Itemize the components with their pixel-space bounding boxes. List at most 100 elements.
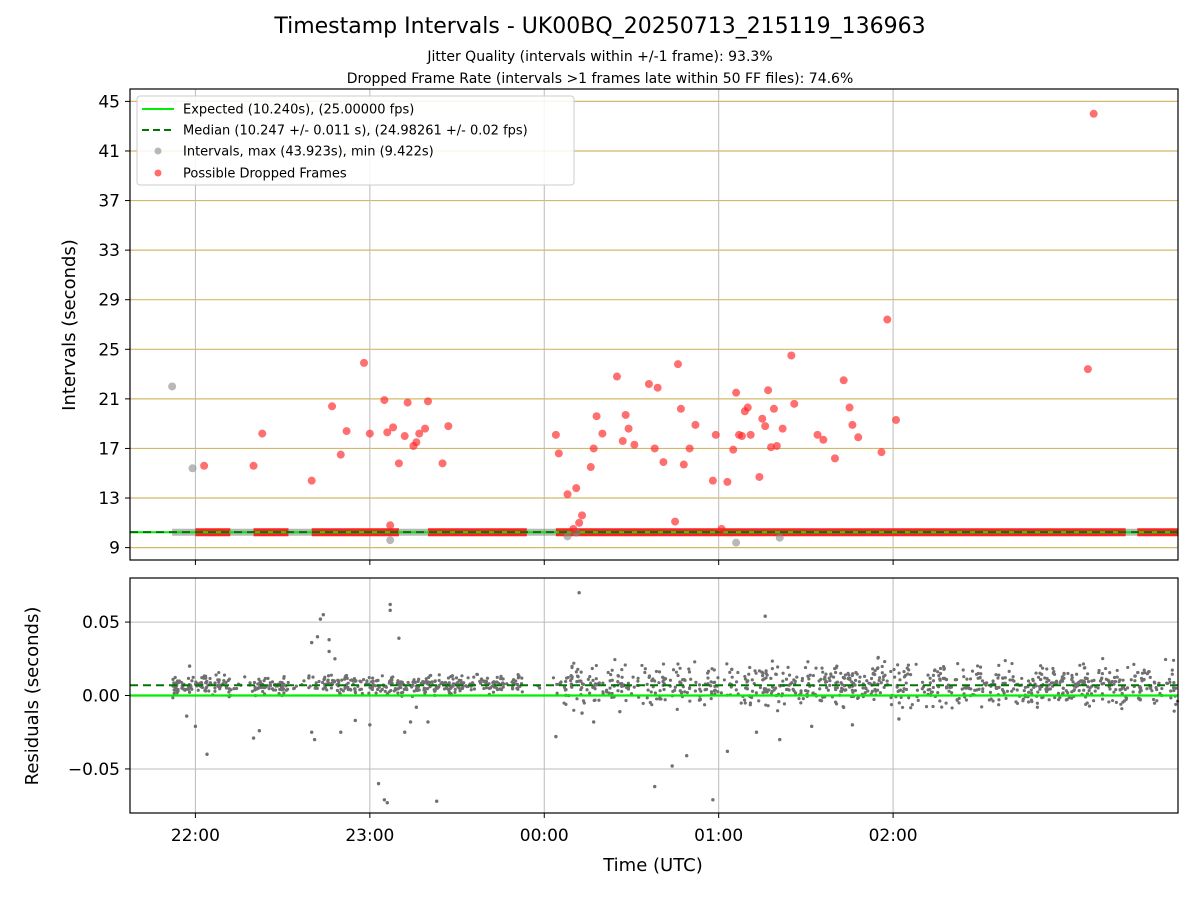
residual-point xyxy=(985,681,989,685)
interval-point xyxy=(732,538,741,547)
residual-point xyxy=(208,676,212,681)
residual-point xyxy=(1169,689,1173,693)
residual-point xyxy=(1172,688,1176,693)
residual-point xyxy=(607,691,611,695)
residual-point xyxy=(1155,699,1159,703)
residual-point xyxy=(1163,657,1168,662)
residual-point xyxy=(592,698,596,703)
residual-point xyxy=(1136,670,1140,675)
residual-point xyxy=(853,688,858,693)
residual-point xyxy=(915,688,920,692)
residual-point xyxy=(979,672,983,676)
residual-point xyxy=(485,676,490,680)
residual-point xyxy=(564,687,568,692)
residual-point xyxy=(649,690,653,694)
residual-point xyxy=(863,691,867,695)
x-tick-label: 22:00 xyxy=(171,826,220,846)
residual-point xyxy=(693,689,698,693)
residual-outlier-point xyxy=(426,720,430,724)
residual-point xyxy=(814,666,818,670)
residual-point xyxy=(653,679,657,683)
residual-point xyxy=(1002,691,1006,695)
residual-point xyxy=(1034,671,1038,675)
residual-point xyxy=(412,678,416,682)
residual-point xyxy=(769,676,773,681)
residual-point xyxy=(1004,696,1008,700)
residual-point xyxy=(262,679,266,683)
residual-point xyxy=(389,676,394,680)
residual-point xyxy=(1123,687,1127,692)
residual-point xyxy=(266,676,270,681)
residual-point xyxy=(538,686,542,690)
residual-point xyxy=(449,684,453,688)
residual-point xyxy=(412,689,416,693)
residual-point xyxy=(938,699,942,703)
residual-point xyxy=(843,688,847,692)
residual-point xyxy=(689,677,693,681)
residual-point xyxy=(981,689,985,694)
residual-point xyxy=(261,689,265,694)
residual-point xyxy=(213,689,217,693)
residual-point xyxy=(961,668,965,672)
residual-point xyxy=(1041,666,1045,670)
residual-point xyxy=(654,697,659,701)
residual-point xyxy=(204,676,208,680)
residual-outlier-point xyxy=(321,613,326,617)
residual-point xyxy=(376,678,380,682)
residual-point xyxy=(555,691,559,695)
residual-point xyxy=(1058,680,1062,685)
residual-point xyxy=(430,680,434,684)
residual-point xyxy=(1070,696,1074,700)
residual-outlier-point xyxy=(397,636,401,640)
residual-point xyxy=(1060,679,1065,683)
y-tick-label: 29 xyxy=(98,291,120,311)
residual-point xyxy=(1092,678,1096,682)
residual-point xyxy=(1084,702,1088,706)
residual-point xyxy=(196,688,200,692)
residual-point xyxy=(1139,688,1143,693)
residual-point xyxy=(909,706,913,710)
residual-outlier-point xyxy=(685,754,689,758)
residual-point xyxy=(1100,682,1104,686)
residual-point xyxy=(882,685,886,689)
residual-point xyxy=(1143,670,1147,675)
residual-point xyxy=(823,680,828,684)
residual-point xyxy=(659,697,663,701)
residual-point xyxy=(294,684,298,688)
residual-point xyxy=(784,677,789,681)
residual-point xyxy=(1170,668,1174,672)
residual-point xyxy=(579,670,583,674)
residual-point xyxy=(1078,663,1082,667)
residual-point xyxy=(516,672,520,677)
residual-point xyxy=(475,672,479,677)
residual-point xyxy=(261,685,266,690)
residual-point xyxy=(1020,676,1024,681)
residual-point xyxy=(728,670,732,675)
residual-point xyxy=(591,678,595,682)
residual-point xyxy=(1056,691,1061,695)
residual-point xyxy=(1174,702,1178,707)
residual-point xyxy=(750,689,755,693)
residual-point xyxy=(725,662,729,666)
residual-point xyxy=(1026,679,1031,683)
interval-point xyxy=(775,533,784,542)
residual-point xyxy=(358,688,362,692)
residual-point xyxy=(1152,701,1157,705)
residual-point xyxy=(327,681,331,685)
residual-point xyxy=(1062,672,1066,676)
residual-point xyxy=(1101,657,1105,661)
residual-point xyxy=(878,676,882,680)
residual-point xyxy=(213,681,217,685)
residual-point xyxy=(217,670,221,675)
residual-point xyxy=(317,679,321,684)
residual-point xyxy=(950,691,954,695)
residual-point xyxy=(282,675,286,679)
dropped-frame-point xyxy=(412,438,421,447)
residual-point xyxy=(570,676,574,681)
residual-point xyxy=(877,678,881,682)
residual-point xyxy=(198,681,202,685)
residual-point xyxy=(470,681,475,685)
dropped-frame-point xyxy=(839,376,848,385)
dropped-frame-point xyxy=(394,459,403,468)
residual-point xyxy=(172,691,176,695)
